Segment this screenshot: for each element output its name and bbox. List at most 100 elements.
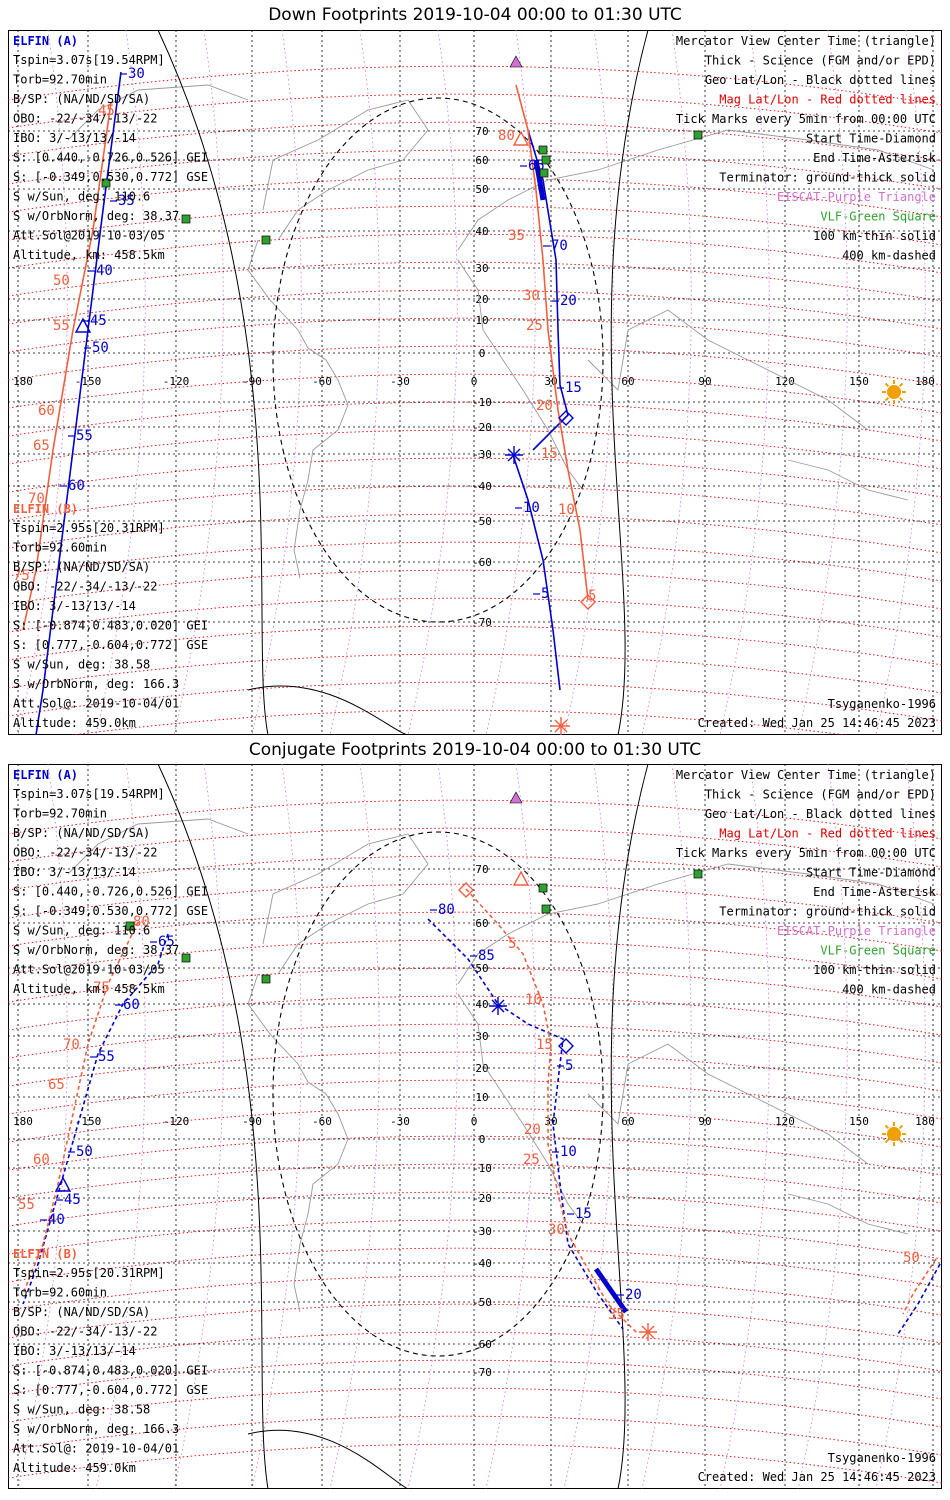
down-footprints-title: Down Footprints 2019-10-04 00:00 to 01:3… bbox=[268, 5, 682, 25]
lon-tick-label: 60 bbox=[621, 1115, 634, 1128]
elfin-a-info-line: Tspin=3.07s[19.54RPM] bbox=[13, 53, 165, 67]
center-time-triangle bbox=[512, 870, 530, 886]
legend-line: Tick Marks every 5min from 00:00 UTC bbox=[676, 846, 936, 860]
lon-tick-label: 120 bbox=[775, 375, 795, 388]
lon-tick-label: -60 bbox=[312, 375, 332, 388]
mag-lon-line bbox=[563, 30, 614, 735]
lon-tick-label: 30 bbox=[544, 1115, 557, 1128]
mag-lon-line bbox=[173, 30, 224, 735]
coastline bbox=[587, 309, 869, 431]
legend-line: VLF-Green Square bbox=[820, 944, 936, 958]
elfin-b-info-line: OBO: -22/-34/-13/-22 bbox=[13, 1325, 158, 1339]
elfin-b-time-label: 30 bbox=[548, 1222, 565, 1238]
elfin-a-time-label: 10 bbox=[523, 500, 540, 516]
mag-lat-line bbox=[8, 541, 942, 582]
lat-tick-label: -20 bbox=[472, 421, 492, 434]
elfin-a-track-east bbox=[527, 129, 569, 451]
elfin-b-time-label: 70 bbox=[28, 491, 45, 507]
legend-line: Terminator: ground-thick solid bbox=[719, 905, 936, 919]
lat-tick-label: -20 bbox=[472, 1192, 492, 1205]
lon-tick-label: -30 bbox=[390, 1115, 410, 1128]
coastline bbox=[247, 973, 349, 1313]
mag-lon-line bbox=[407, 30, 458, 735]
elfin-b-time-label: 20 bbox=[536, 398, 553, 414]
legend-line: VLF-Green Square bbox=[820, 210, 936, 224]
lon-tick-label: 120 bbox=[775, 1115, 795, 1128]
mag-lat-line bbox=[8, 1443, 942, 1484]
mag-lon-line bbox=[641, 30, 692, 735]
elfin-a-name: ELFIN (A) bbox=[13, 768, 78, 782]
mag-lon-line bbox=[17, 30, 68, 735]
mag-lat-line bbox=[8, 317, 942, 358]
mag-lat-line bbox=[8, 429, 942, 470]
elfin-a-info-line: OBO: -22/-34/-13/-22 bbox=[13, 112, 158, 126]
lon-tick-label: -120 bbox=[163, 1115, 190, 1128]
elfin-a-info-line: S w/OrbNorm, deg: 38.37 bbox=[13, 209, 179, 223]
end-asterisk bbox=[552, 717, 570, 735]
lat-tick-label: -50 bbox=[472, 515, 492, 528]
elfin-b-track-far-east bbox=[902, 1258, 937, 1315]
elfin-b-time-label: 80 bbox=[133, 914, 150, 930]
vlf-green-square-icon bbox=[693, 869, 703, 879]
lat-tick-label: -40 bbox=[472, 480, 492, 493]
elfin-b-info-line: Torb=92.60min bbox=[13, 1286, 107, 1300]
lat-tick-label: 50 bbox=[475, 962, 488, 975]
lat-tick-label: 20 bbox=[475, 1062, 488, 1075]
elfin-b-track bbox=[22, 101, 112, 631]
mag-lat-line bbox=[8, 1275, 942, 1316]
elfin-a-info-line: Torb=92.70min bbox=[13, 807, 107, 821]
mag-lon-line bbox=[797, 764, 848, 1489]
lat-tick-label: 60 bbox=[475, 917, 488, 930]
coastline bbox=[457, 993, 584, 1225]
legend-line: Terminator: ground-thick solid bbox=[719, 171, 936, 185]
lon-tick-label: -30 bbox=[390, 375, 410, 388]
elfin-b-time-label: 15 bbox=[541, 446, 558, 462]
lat-tick-label: 10 bbox=[475, 1091, 488, 1104]
elfin-b-time-label: 65 bbox=[48, 1077, 65, 1093]
elfin-a-info-line: S w/Sun, deg: 110.6 bbox=[13, 190, 150, 204]
elfin-b-info-line: Att.Sol@: 2019-10-04/01 bbox=[13, 697, 179, 711]
elfin-b-info-line: Tspin=2.95s[20.31RPM] bbox=[13, 521, 165, 535]
legend-line: Mercator View Center Time (triangle) bbox=[676, 768, 936, 782]
elfin-a-info-line: IBO: 3/-13/13/-14 bbox=[13, 865, 136, 879]
mag-lat-line bbox=[8, 681, 942, 722]
elfin-a-info-line: S: [-0.349,0.530,0.772] GSE bbox=[13, 904, 208, 918]
mag-lat-line bbox=[8, 569, 942, 610]
lat-tick-label: 70 bbox=[475, 863, 488, 876]
mag-lat-line bbox=[8, 1247, 942, 1288]
elfin-b-track bbox=[22, 921, 139, 1295]
mag-lat-line bbox=[8, 1107, 942, 1148]
elfin-b-info-line: S: [0.777,-0.604,0.772] GSE bbox=[13, 1383, 208, 1397]
mag-lon-line bbox=[485, 30, 536, 735]
lat-tick-label: 40 bbox=[475, 225, 488, 238]
science-segment bbox=[533, 159, 546, 201]
lat-tick-label: -50 bbox=[472, 1296, 492, 1309]
elfin-b-info-line: S w/Sun, deg: 38.58 bbox=[13, 1403, 150, 1417]
lon-tick-label: 90 bbox=[698, 375, 711, 388]
vlf-green-square-icon bbox=[181, 214, 191, 224]
mag-lat-line bbox=[8, 911, 942, 952]
lon-tick-label: 180 bbox=[13, 1115, 33, 1128]
mag-lat-line bbox=[8, 883, 942, 924]
mag-lat-line bbox=[8, 345, 942, 386]
mag-lat-line bbox=[8, 799, 942, 840]
legend-line: Start Time-Diamond bbox=[806, 866, 936, 880]
start-diamond bbox=[558, 1038, 574, 1054]
end-asterisk bbox=[489, 997, 507, 1015]
coastline bbox=[262, 99, 429, 241]
coastline bbox=[67, 84, 249, 141]
mag-lat-line bbox=[8, 1303, 942, 1344]
down-footprints-map: 180 -150 -120 -90 -60 -30 0 30 60 90 120 150 1807060… bbox=[8, 30, 942, 735]
terminator-line bbox=[247, 685, 409, 735]
elfin-a-time-label: 60 bbox=[123, 997, 140, 1013]
lon-tick-label: 180 bbox=[915, 375, 935, 388]
legend-line: Tick Marks every 5min from 00:00 UTC bbox=[676, 112, 936, 126]
vlf-green-square-icon bbox=[539, 168, 549, 178]
mag-lat-line bbox=[8, 1191, 942, 1232]
mag-lat-line bbox=[8, 1219, 942, 1260]
mag-lon-line bbox=[17, 764, 68, 1489]
elfin-a-track-east bbox=[427, 918, 624, 1330]
sun-icon bbox=[882, 380, 906, 404]
mag-lat-line bbox=[8, 597, 942, 638]
elfin-a-info-line: Altitude, km: 458.5km bbox=[13, 248, 165, 262]
